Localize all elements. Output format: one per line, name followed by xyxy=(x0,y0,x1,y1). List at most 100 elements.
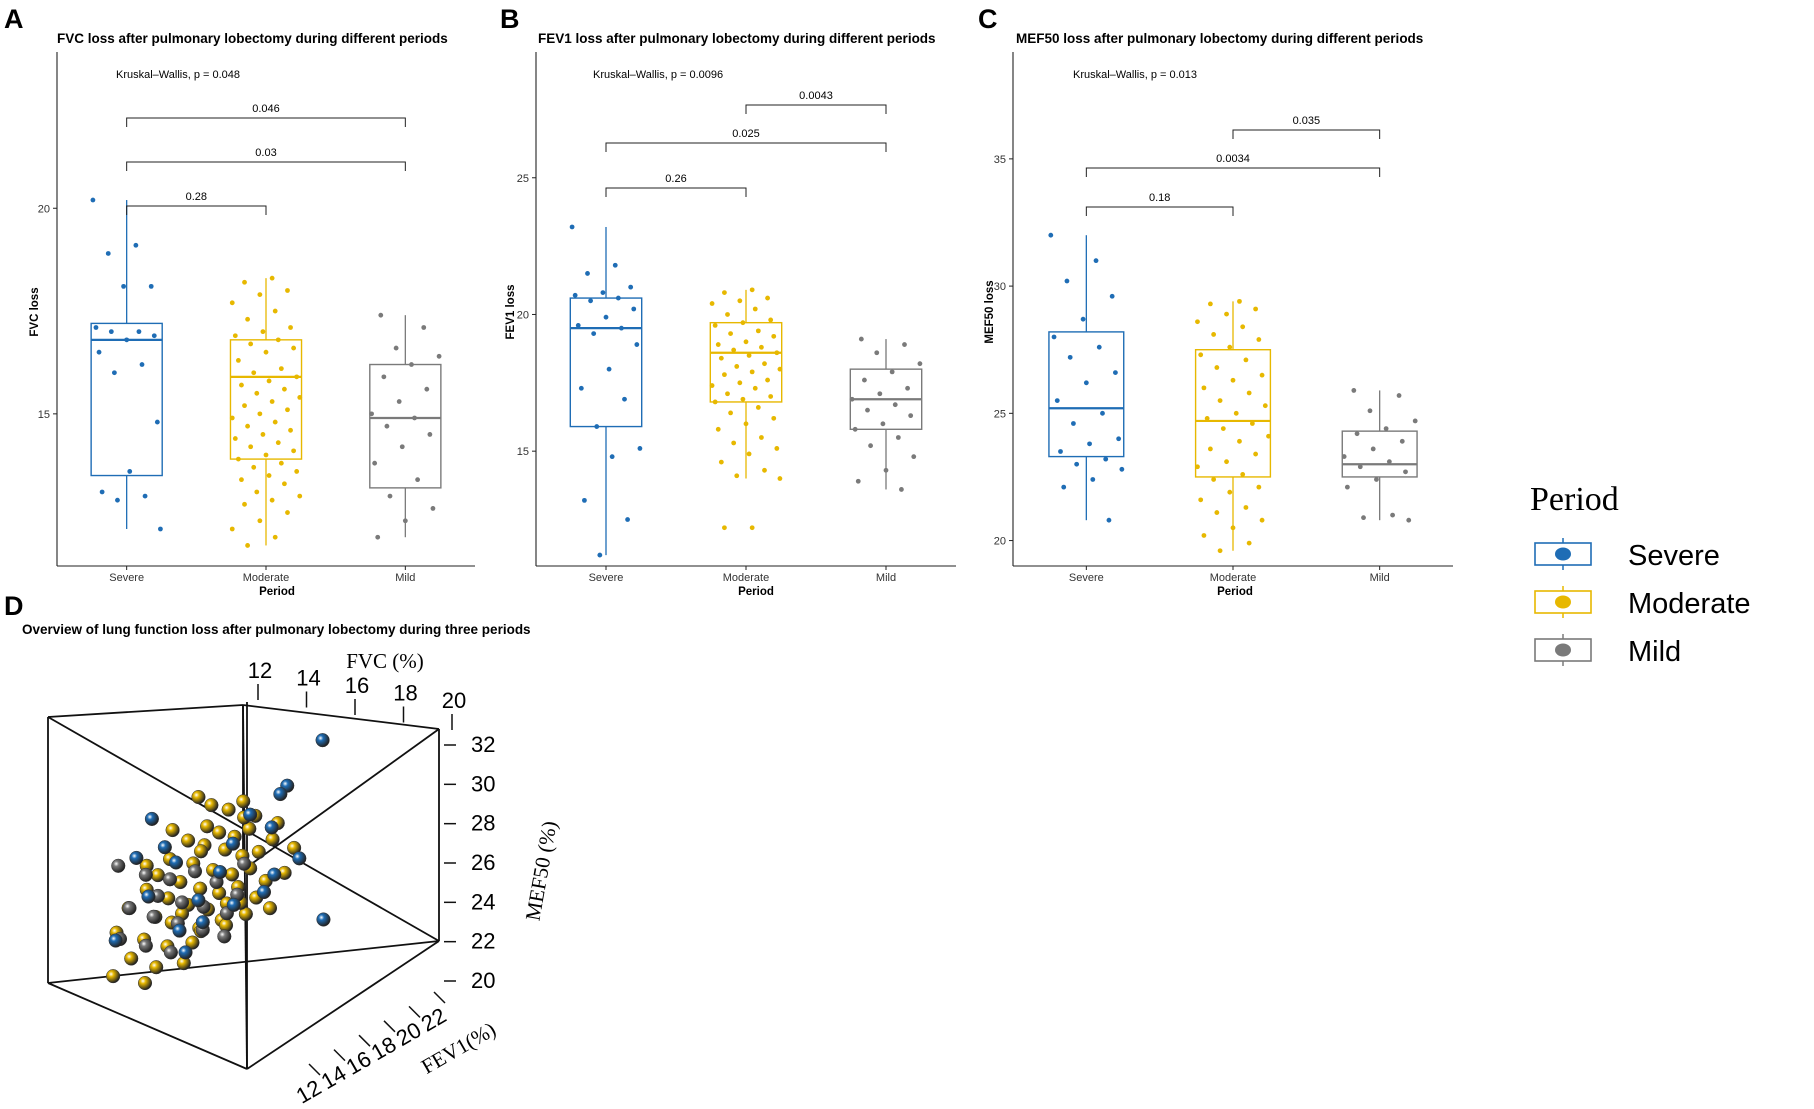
data-point xyxy=(902,342,907,347)
data-point xyxy=(251,370,257,376)
legend-title: Period xyxy=(1530,481,1619,518)
data-point xyxy=(263,452,269,458)
data-point xyxy=(1207,301,1213,307)
z-axis-tick-label: 26 xyxy=(471,850,495,875)
z-axis-tick-label: 20 xyxy=(471,968,495,993)
data-point xyxy=(603,314,609,320)
data-point xyxy=(269,399,275,404)
data-point xyxy=(1217,548,1223,554)
data-sphere xyxy=(273,786,288,802)
data-point xyxy=(728,331,733,337)
data-point xyxy=(1237,298,1242,304)
data-point xyxy=(1113,370,1118,376)
data-point xyxy=(1116,436,1122,442)
data-sphere xyxy=(193,881,208,896)
y-axis-tick-group: 22 xyxy=(417,1003,451,1037)
panel-d-plot: 12 14 16 18 20 FVC (%) 32 30 28 26 24 22 20 MEF50 (%)… xyxy=(47,649,562,1109)
data-point xyxy=(718,355,724,361)
bracket-line xyxy=(745,104,887,114)
data-sphere xyxy=(243,807,258,822)
data-point xyxy=(849,396,855,402)
data-point xyxy=(121,283,126,289)
data-point xyxy=(1406,517,1412,523)
data-point xyxy=(1198,497,1204,503)
legend-items: Severe Moderate Mild xyxy=(1534,538,1751,668)
panel-d: Overview of lung function loss after pul… xyxy=(22,622,562,1109)
y-tick-label: 15 xyxy=(38,409,50,421)
data-point xyxy=(384,423,390,429)
data-point xyxy=(1243,505,1249,510)
panel-c-y-axis-title: MEF50 loss xyxy=(984,280,996,343)
data-point xyxy=(752,306,758,312)
data-point xyxy=(1195,319,1200,325)
data-point xyxy=(1224,459,1229,465)
data-point xyxy=(254,390,260,396)
box-iqr xyxy=(229,339,303,460)
data-point xyxy=(575,323,581,328)
data-sphere xyxy=(163,945,178,960)
bracket-p-value: 0.03 xyxy=(255,147,276,159)
y-tick-label: 25 xyxy=(517,173,529,185)
data-point xyxy=(722,372,727,378)
data-point xyxy=(631,306,637,312)
data-point xyxy=(722,525,727,531)
data-point xyxy=(254,489,260,495)
data-point xyxy=(765,295,770,301)
data-point xyxy=(606,366,612,372)
data-sphere xyxy=(168,855,184,870)
data-sphere xyxy=(221,802,236,817)
data-point xyxy=(1240,471,1246,477)
data-sphere xyxy=(157,840,172,855)
data-point xyxy=(294,469,300,474)
data-point xyxy=(588,298,593,304)
bracket-p-value: 0.28 xyxy=(186,191,207,203)
data-sphere xyxy=(181,833,196,848)
data-point xyxy=(731,440,737,446)
data-point xyxy=(1227,344,1233,350)
panel-c-xlabel: Period xyxy=(1217,586,1253,598)
data-point xyxy=(731,347,737,353)
data-point xyxy=(369,411,374,417)
panel-d-title: Overview of lung function loss after pul… xyxy=(22,622,531,637)
panel-a-xlabel: Period xyxy=(259,586,295,598)
data-point xyxy=(402,518,408,524)
cube-edge xyxy=(47,704,244,718)
data-sphere xyxy=(191,789,206,805)
data-point xyxy=(743,339,749,345)
data-point xyxy=(1256,484,1262,490)
data-point xyxy=(158,526,163,532)
data-point xyxy=(1374,477,1379,482)
data-point xyxy=(734,364,740,369)
data-point xyxy=(1386,459,1392,465)
data-point xyxy=(752,385,758,391)
x-tick-label: Moderate xyxy=(1210,572,1256,584)
data-point xyxy=(1243,357,1249,363)
data-point xyxy=(1390,512,1395,518)
bracket-p-value: 0.18 xyxy=(1149,192,1170,204)
data-point xyxy=(880,421,886,427)
data-point xyxy=(285,510,290,515)
data-sphere xyxy=(204,798,219,813)
data-point xyxy=(285,288,290,293)
x-tick-label: Moderate xyxy=(243,572,289,584)
data-point xyxy=(634,342,640,347)
data-point xyxy=(288,325,293,330)
box-iqr xyxy=(709,321,783,403)
data-point xyxy=(874,350,880,356)
y-tick-label: 25 xyxy=(994,408,1006,420)
data-point xyxy=(111,370,117,376)
data-point xyxy=(759,435,764,440)
data-point xyxy=(105,251,111,256)
data-sphere xyxy=(141,889,156,904)
x-axis-tick-label: 16 xyxy=(345,673,369,698)
box-moderate xyxy=(229,278,303,546)
panel-b-y-axis-title: FEV1 loss xyxy=(505,285,517,340)
data-point xyxy=(734,473,740,479)
data-sphere xyxy=(144,811,159,826)
data-point xyxy=(1061,484,1067,490)
data-point xyxy=(1195,464,1200,470)
data-point xyxy=(637,446,643,451)
data-point xyxy=(709,383,715,388)
data-point xyxy=(1096,344,1102,350)
data-point xyxy=(436,353,442,359)
